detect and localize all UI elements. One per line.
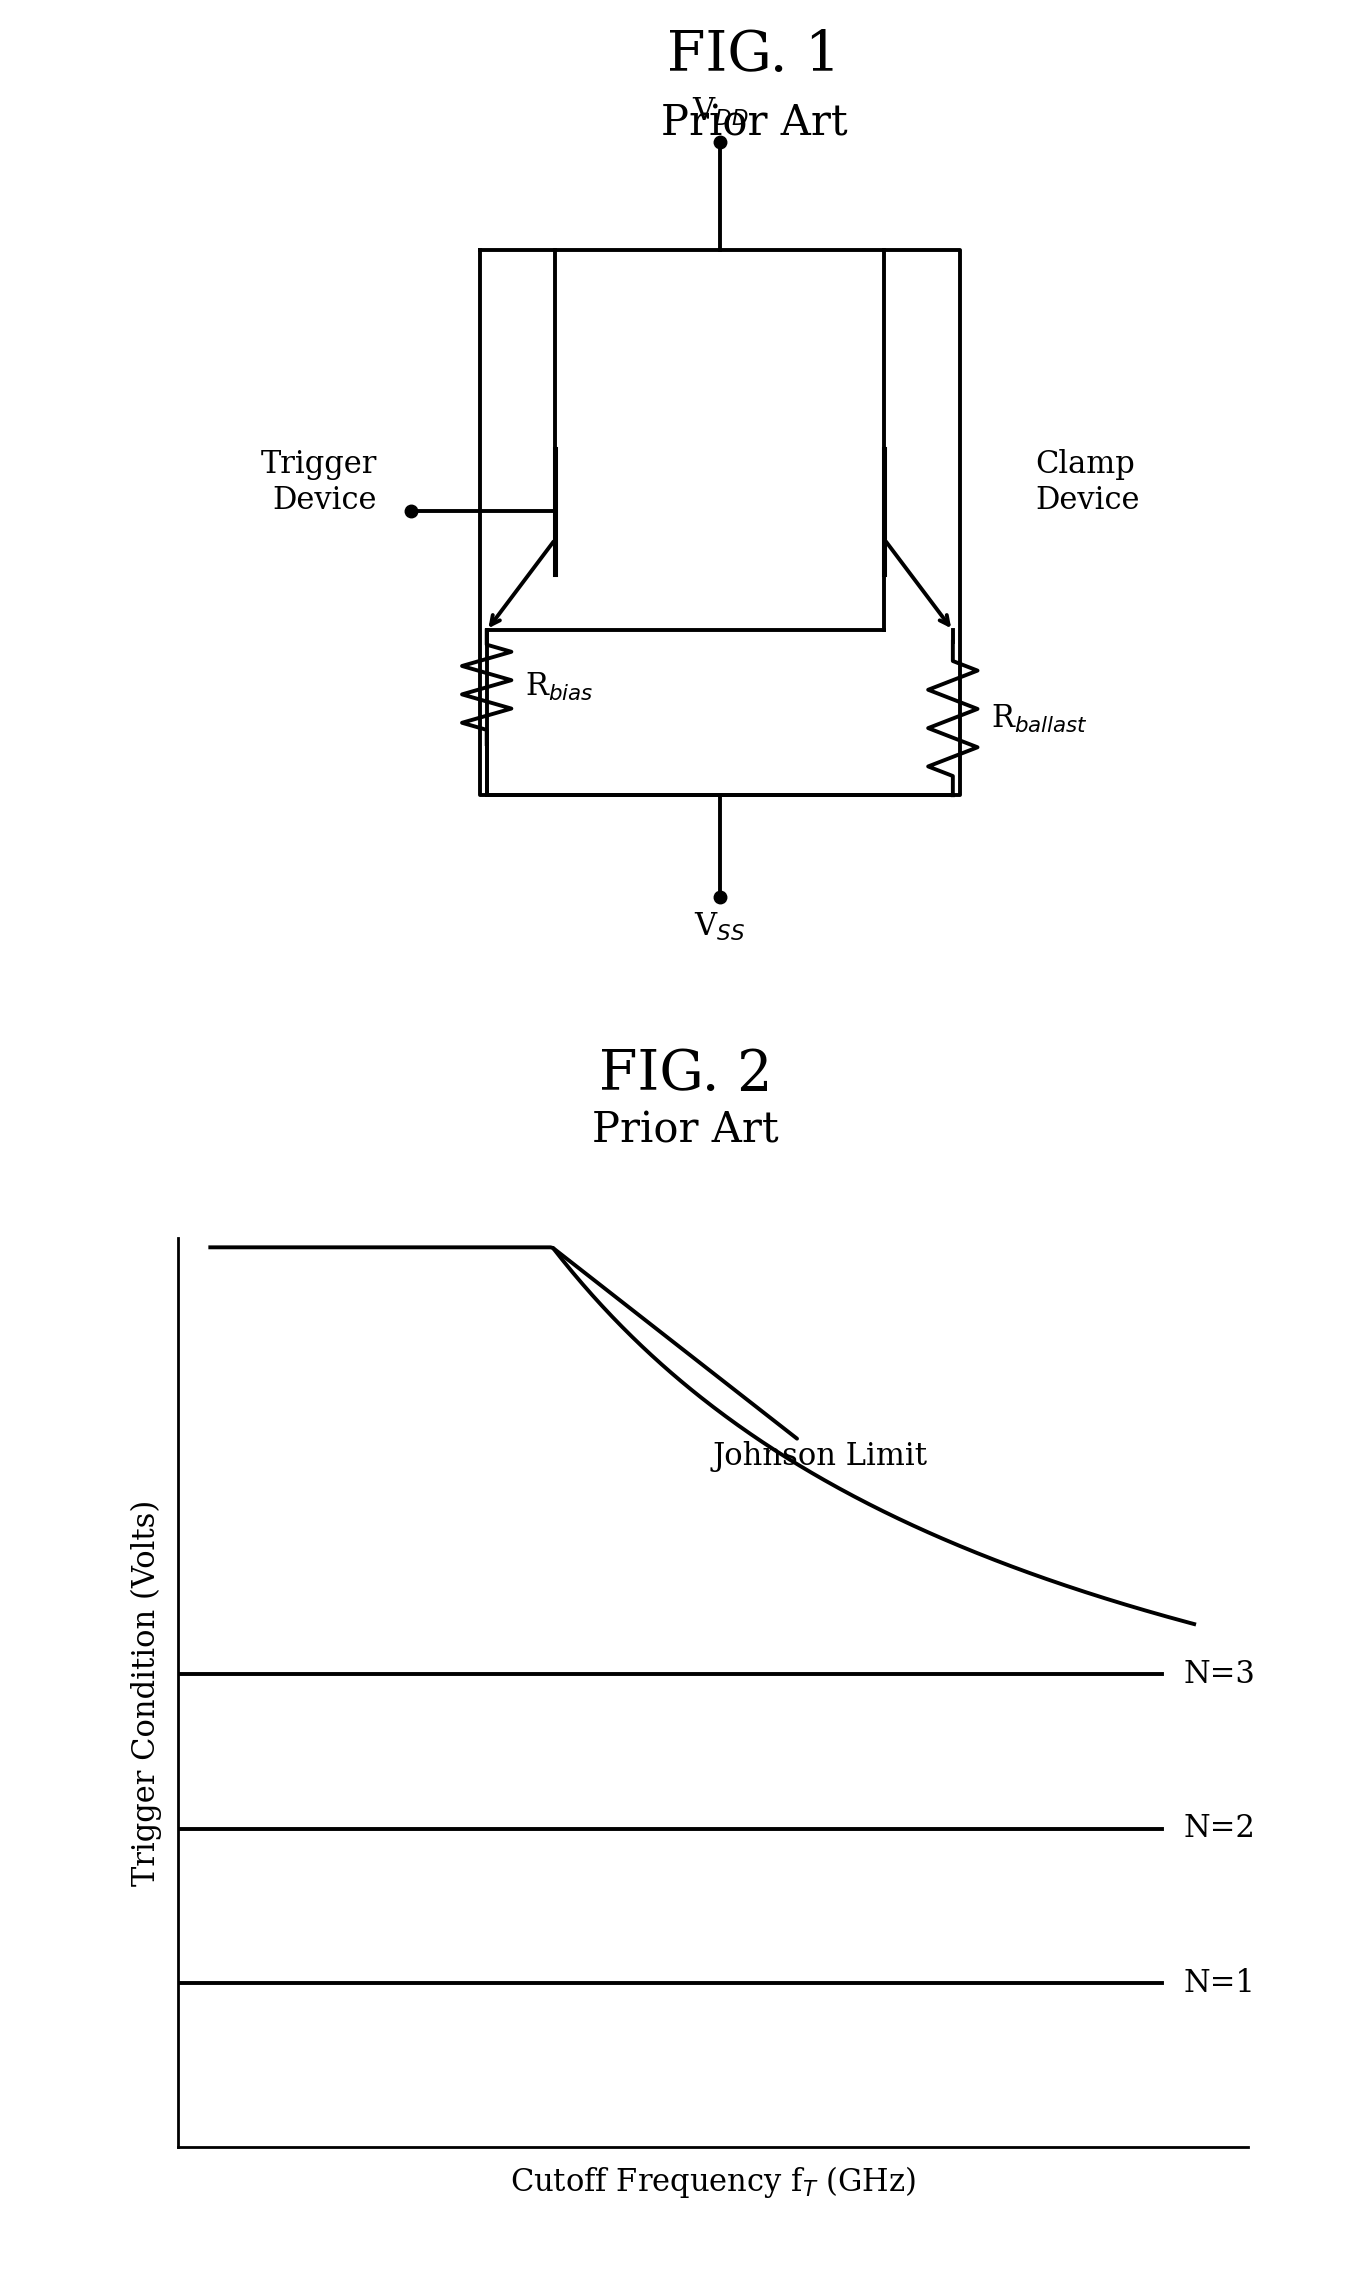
Text: N=1: N=1 bbox=[1183, 1968, 1256, 1999]
Text: V$_{DD}$: V$_{DD}$ bbox=[691, 95, 749, 127]
Text: FIG. 2: FIG. 2 bbox=[599, 1047, 772, 1102]
Text: FIG. 1: FIG. 1 bbox=[668, 27, 840, 84]
Text: R$_{bias}$: R$_{bias}$ bbox=[525, 670, 594, 704]
Text: Trigger
Device: Trigger Device bbox=[260, 450, 377, 516]
Text: R$_{ballast}$: R$_{ballast}$ bbox=[991, 702, 1089, 734]
Text: N=2: N=2 bbox=[1183, 1813, 1256, 1845]
Text: Prior Art: Prior Art bbox=[661, 102, 847, 143]
Text: Johnson Limit: Johnson Limit bbox=[553, 1247, 928, 1472]
Text: N=3: N=3 bbox=[1183, 1659, 1256, 1690]
X-axis label: Cutoff Frequency f$_T$ (GHz): Cutoff Frequency f$_T$ (GHz) bbox=[510, 2163, 916, 2199]
Y-axis label: Trigger Condition (Volts): Trigger Condition (Volts) bbox=[130, 1500, 162, 1886]
Text: Prior Art: Prior Art bbox=[592, 1111, 779, 1152]
Text: Clamp
Device: Clamp Device bbox=[1035, 450, 1139, 516]
Text: V$_{SS}$: V$_{SS}$ bbox=[694, 911, 746, 943]
